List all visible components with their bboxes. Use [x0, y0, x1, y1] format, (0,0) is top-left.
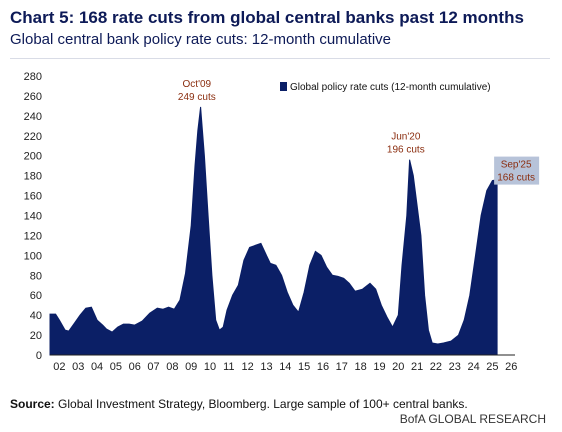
series-area: [49, 106, 498, 356]
y-tick-label: 200: [24, 151, 42, 163]
x-tick-label: 22: [430, 361, 442, 373]
x-tick-label: 19: [373, 361, 385, 373]
x-tick-label: 18: [355, 361, 367, 373]
y-tick-label: 0: [36, 350, 42, 362]
x-tick-label: 15: [298, 361, 310, 373]
y-tick-label: 80: [30, 270, 42, 282]
y-tick-label: 40: [30, 310, 42, 322]
legend-swatch: [280, 82, 287, 91]
annotation-date: Oct'09: [183, 79, 212, 90]
brand-label: BofA GLOBAL RESEARCH: [399, 412, 546, 426]
x-tick-label: 24: [467, 361, 479, 373]
x-tick-label: 04: [91, 361, 103, 373]
x-tick-label: 13: [260, 361, 272, 373]
y-tick-label: 60: [30, 290, 42, 302]
annotation-value: 249 cuts: [178, 92, 216, 103]
x-tick-label: 23: [449, 361, 461, 373]
x-tick-label: 12: [242, 361, 254, 373]
x-tick-label: 09: [185, 361, 197, 373]
x-tick-label: 26: [505, 361, 517, 373]
source-note: Source: Global Investment Strategy, Bloo…: [10, 397, 468, 411]
x-tick-label: 25: [486, 361, 498, 373]
x-tick-label: 05: [110, 361, 122, 373]
y-tick-label: 280: [24, 71, 42, 83]
y-tick-label: 100: [24, 250, 42, 262]
x-tick-label: 03: [72, 361, 84, 373]
x-tick-label: 17: [336, 361, 348, 373]
y-tick-label: 240: [24, 111, 42, 123]
y-tick-label: 260: [24, 91, 42, 103]
source-label: Source:: [10, 397, 55, 411]
title-divider: [10, 58, 550, 59]
y-tick-label: 180: [24, 171, 42, 183]
x-tick-label: 14: [279, 361, 291, 373]
x-tick-label: 06: [129, 361, 141, 373]
chart-subtitle: Global central bank policy rate cuts: 12…: [10, 31, 392, 48]
source-text: Global Investment Strategy, Bloomberg. L…: [58, 397, 468, 411]
x-tick-label: 16: [317, 361, 329, 373]
x-tick-label: 02: [53, 361, 65, 373]
annotation-value: 196 cuts: [387, 145, 425, 156]
y-tick-label: 160: [24, 191, 42, 203]
annotation-date: Jun'20: [391, 132, 421, 143]
annotation-value: 168 cuts: [497, 173, 535, 184]
y-tick-label: 140: [24, 211, 42, 223]
x-tick-label: 10: [204, 361, 216, 373]
y-tick-label: 220: [24, 131, 42, 143]
x-tick-label: 21: [411, 361, 423, 373]
x-tick-label: 20: [392, 361, 404, 373]
annotation-date: Sep'25: [501, 160, 532, 171]
x-tick-label: 07: [147, 361, 159, 373]
annotation-highlight: [494, 156, 540, 185]
legend-label: Global policy rate cuts (12-month cumula…: [290, 82, 491, 93]
x-tick-label: 08: [166, 361, 178, 373]
x-tick-label: 11: [223, 361, 234, 373]
chart-title: Chart 5: 168 rate cuts from global centr…: [10, 8, 524, 27]
y-tick-label: 120: [24, 230, 42, 242]
y-tick-label: 20: [30, 330, 42, 342]
